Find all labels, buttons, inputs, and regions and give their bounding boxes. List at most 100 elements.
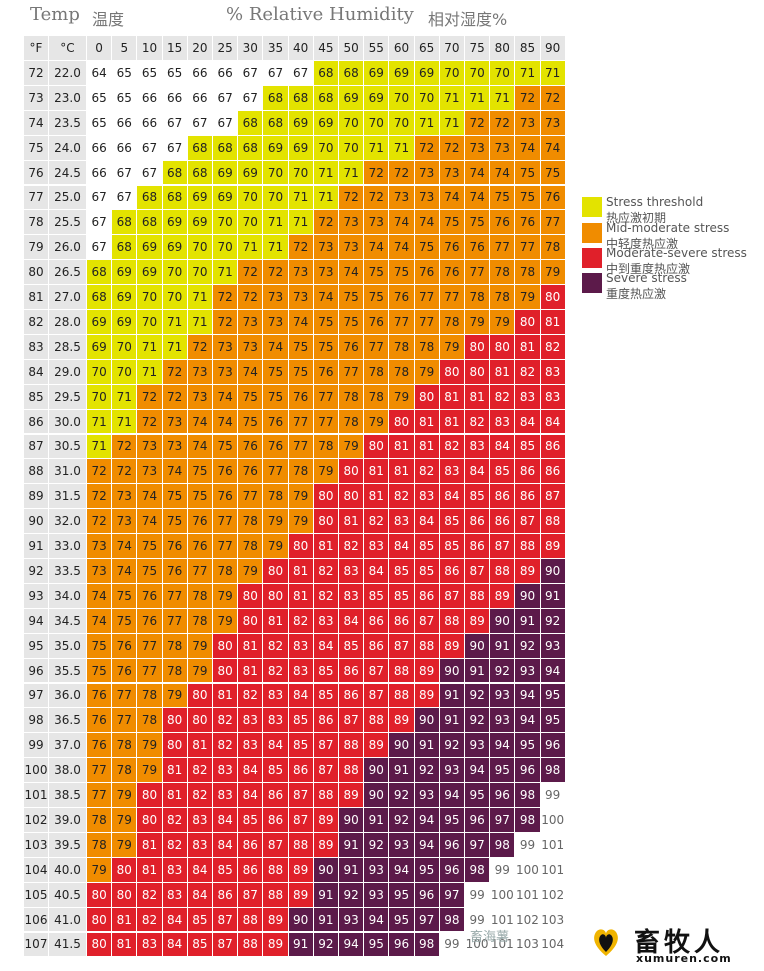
thi-cell: 88 bbox=[238, 907, 264, 933]
thi-cell: 73 bbox=[414, 185, 440, 211]
thi-cell: 101 bbox=[540, 857, 566, 883]
thi-cell: 85 bbox=[263, 758, 289, 784]
thi-cell: 75 bbox=[162, 509, 188, 535]
thi-cell: 100 bbox=[465, 932, 491, 958]
thi-cell: 72 bbox=[162, 384, 188, 410]
thi-cell: 76 bbox=[137, 583, 163, 609]
thi-cell: 73 bbox=[162, 434, 188, 460]
thi-cell: 85 bbox=[213, 857, 239, 883]
temp-c-label: 36.5 bbox=[49, 708, 87, 734]
thi-cell: 84 bbox=[162, 932, 188, 958]
thi-cell: 69 bbox=[288, 135, 314, 161]
thi-cell: 91 bbox=[490, 633, 516, 659]
humidity-header: 80 bbox=[490, 36, 516, 61]
thi-cell: 75 bbox=[288, 359, 314, 385]
thi-cell: 85 bbox=[313, 683, 339, 709]
thi-cell: 68 bbox=[213, 135, 239, 161]
thi-cell: 93 bbox=[490, 683, 516, 709]
thi-cell: 69 bbox=[288, 110, 314, 136]
thi-cell: 82 bbox=[288, 608, 314, 634]
thi-cell: 69 bbox=[137, 235, 163, 261]
thi-cell: 99 bbox=[465, 907, 491, 933]
thi-cell: 72 bbox=[137, 384, 163, 410]
thi-cell: 78 bbox=[137, 683, 163, 709]
thi-cell: 89 bbox=[263, 907, 289, 933]
thi-cell: 82 bbox=[389, 484, 415, 510]
thi-cell: 72 bbox=[112, 434, 138, 460]
thi-cell: 94 bbox=[439, 783, 465, 808]
thi-cell: 69 bbox=[364, 61, 390, 86]
temp-f-label: 85 bbox=[24, 384, 49, 410]
thi-cell: 73 bbox=[112, 509, 138, 535]
thi-cell: 77 bbox=[288, 434, 314, 460]
thi-cell: 88 bbox=[490, 559, 516, 584]
thi-cell: 85 bbox=[439, 509, 465, 535]
thi-cell: 76 bbox=[439, 260, 465, 286]
thi-cell: 82 bbox=[263, 633, 289, 659]
thi-cell: 70 bbox=[162, 285, 188, 310]
thi-cell: 96 bbox=[465, 808, 491, 833]
temp-c-label: 31.0 bbox=[49, 459, 87, 485]
thi-cell: 93 bbox=[465, 733, 491, 759]
thi-cell: 91 bbox=[414, 733, 440, 759]
thi-cell: 87 bbox=[213, 907, 239, 933]
thi-cell: 90 bbox=[364, 758, 390, 784]
thi-cell: 92 bbox=[439, 733, 465, 759]
thi-cell: 75 bbox=[137, 559, 163, 584]
thi-cell: 75 bbox=[87, 658, 113, 684]
thi-cell: 68 bbox=[339, 61, 365, 86]
thi-cell: 80 bbox=[263, 559, 289, 584]
thi-cell: 86 bbox=[515, 459, 541, 485]
thi-cell: 67 bbox=[213, 85, 239, 111]
thi-cell: 84 bbox=[490, 434, 516, 460]
thi-cell: 67 bbox=[137, 160, 163, 186]
thi-cell: 87 bbox=[540, 484, 566, 510]
thi-cell: 72 bbox=[339, 185, 365, 211]
thi-cell: 83 bbox=[540, 384, 566, 410]
thi-cell: 86 bbox=[414, 583, 440, 609]
thi-cell: 66 bbox=[87, 160, 113, 186]
thi-cell: 95 bbox=[540, 708, 566, 734]
thi-cell: 73 bbox=[87, 559, 113, 584]
thi-cell: 91 bbox=[439, 683, 465, 709]
humidity-header: 75 bbox=[465, 36, 491, 61]
thi-cell: 75 bbox=[364, 285, 390, 310]
thi-cell: 81 bbox=[288, 583, 314, 609]
thi-cell: 85 bbox=[490, 459, 516, 485]
thi-cell: 72 bbox=[213, 310, 239, 335]
thi-cell: 78 bbox=[389, 334, 415, 360]
thi-cell: 85 bbox=[238, 808, 264, 833]
thi-cell: 69 bbox=[389, 61, 415, 86]
thi-cell: 68 bbox=[187, 135, 213, 161]
thi-cell: 83 bbox=[515, 384, 541, 410]
thi-cell: 77 bbox=[137, 658, 163, 684]
thi-cell: 76 bbox=[490, 210, 516, 236]
thi-cell: 89 bbox=[465, 608, 491, 634]
thi-cell: 77 bbox=[490, 235, 516, 261]
temp-c-label: 39.5 bbox=[49, 832, 87, 858]
thi-cell: 96 bbox=[540, 733, 566, 759]
thi-cell: 87 bbox=[238, 882, 264, 908]
thi-cell: 80 bbox=[263, 583, 289, 609]
thi-cell: 80 bbox=[87, 932, 113, 958]
thi-cell: 85 bbox=[288, 733, 314, 759]
thi-cell: 67 bbox=[263, 61, 289, 86]
temp-c-label: 37.0 bbox=[49, 733, 87, 759]
temp-f-label: 102 bbox=[24, 808, 49, 833]
thi-cell: 84 bbox=[465, 459, 491, 485]
thi-cell: 72 bbox=[162, 359, 188, 385]
temp-f-label: 78 bbox=[24, 210, 49, 236]
thi-cell: 90 bbox=[389, 733, 415, 759]
temp-c-label: 25.5 bbox=[49, 210, 87, 236]
thi-cell: 70 bbox=[263, 160, 289, 186]
thi-cell: 78 bbox=[112, 758, 138, 784]
thi-cell: 78 bbox=[465, 285, 491, 310]
thi-cell: 74 bbox=[187, 409, 213, 435]
thi-cell: 71 bbox=[162, 334, 188, 360]
thi-cell: 71 bbox=[364, 135, 390, 161]
thi-cell: 70 bbox=[465, 61, 491, 86]
thi-cell: 90 bbox=[339, 808, 365, 833]
temp-c-label: 34.0 bbox=[49, 583, 87, 609]
thi-cell: 72 bbox=[213, 285, 239, 310]
thi-cell: 81 bbox=[112, 932, 138, 958]
